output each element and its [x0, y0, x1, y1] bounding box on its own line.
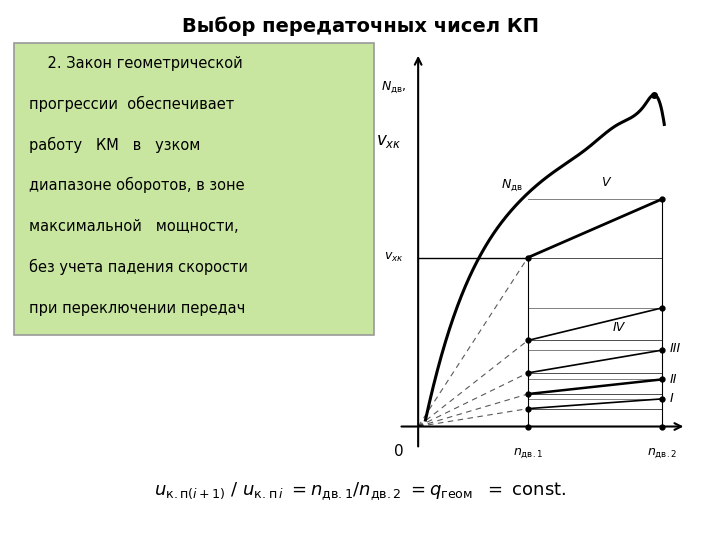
Text: Выбор передаточных чисел КП: Выбор передаточных чисел КП [181, 16, 539, 36]
FancyBboxPatch shape [14, 43, 374, 335]
Text: $u_{\mathrm{к.п}(i+1)}$ / $u_{\mathrm{к.п}\,i}$ $= n_{\mathrm{дв.1}}/n_{\mathrm{: $u_{\mathrm{к.п}(i+1)}$ / $u_{\mathrm{к.… [154, 481, 566, 502]
Text: прогрессии  обеспечивает: прогрессии обеспечивает [29, 96, 234, 112]
Text: диапазоне оборотов, в зоне: диапазоне оборотов, в зоне [29, 177, 244, 193]
Text: $n_\mathrm{дв.1}$: $n_\mathrm{дв.1}$ [513, 446, 543, 460]
Text: без учета падения скорости: без учета падения скорости [29, 259, 248, 275]
Text: работу   КМ   в   узком: работу КМ в узком [29, 137, 200, 152]
Text: V: V [601, 177, 609, 190]
Text: максимальной   мощности,: максимальной мощности, [29, 219, 238, 234]
Text: $v_{x\kappa}$: $v_{x\kappa}$ [384, 251, 404, 264]
Text: I: I [669, 393, 673, 406]
Text: II: II [669, 373, 677, 386]
Text: $v_{x\kappa}$: $v_{x\kappa}$ [376, 132, 402, 150]
Text: 2. Закон геометрической: 2. Закон геометрической [29, 56, 243, 71]
Text: $N_\mathrm{дв}$: $N_\mathrm{дв}$ [501, 177, 523, 193]
Text: 0: 0 [394, 444, 403, 460]
Text: $N_\mathrm{дв},$: $N_\mathrm{дв},$ [381, 79, 407, 95]
Text: при переключении передач: при переключении передач [29, 301, 246, 316]
Text: IV: IV [613, 321, 626, 334]
Text: $n_\mathrm{дв.2}$: $n_\mathrm{дв.2}$ [647, 446, 677, 460]
Text: III: III [669, 342, 680, 355]
